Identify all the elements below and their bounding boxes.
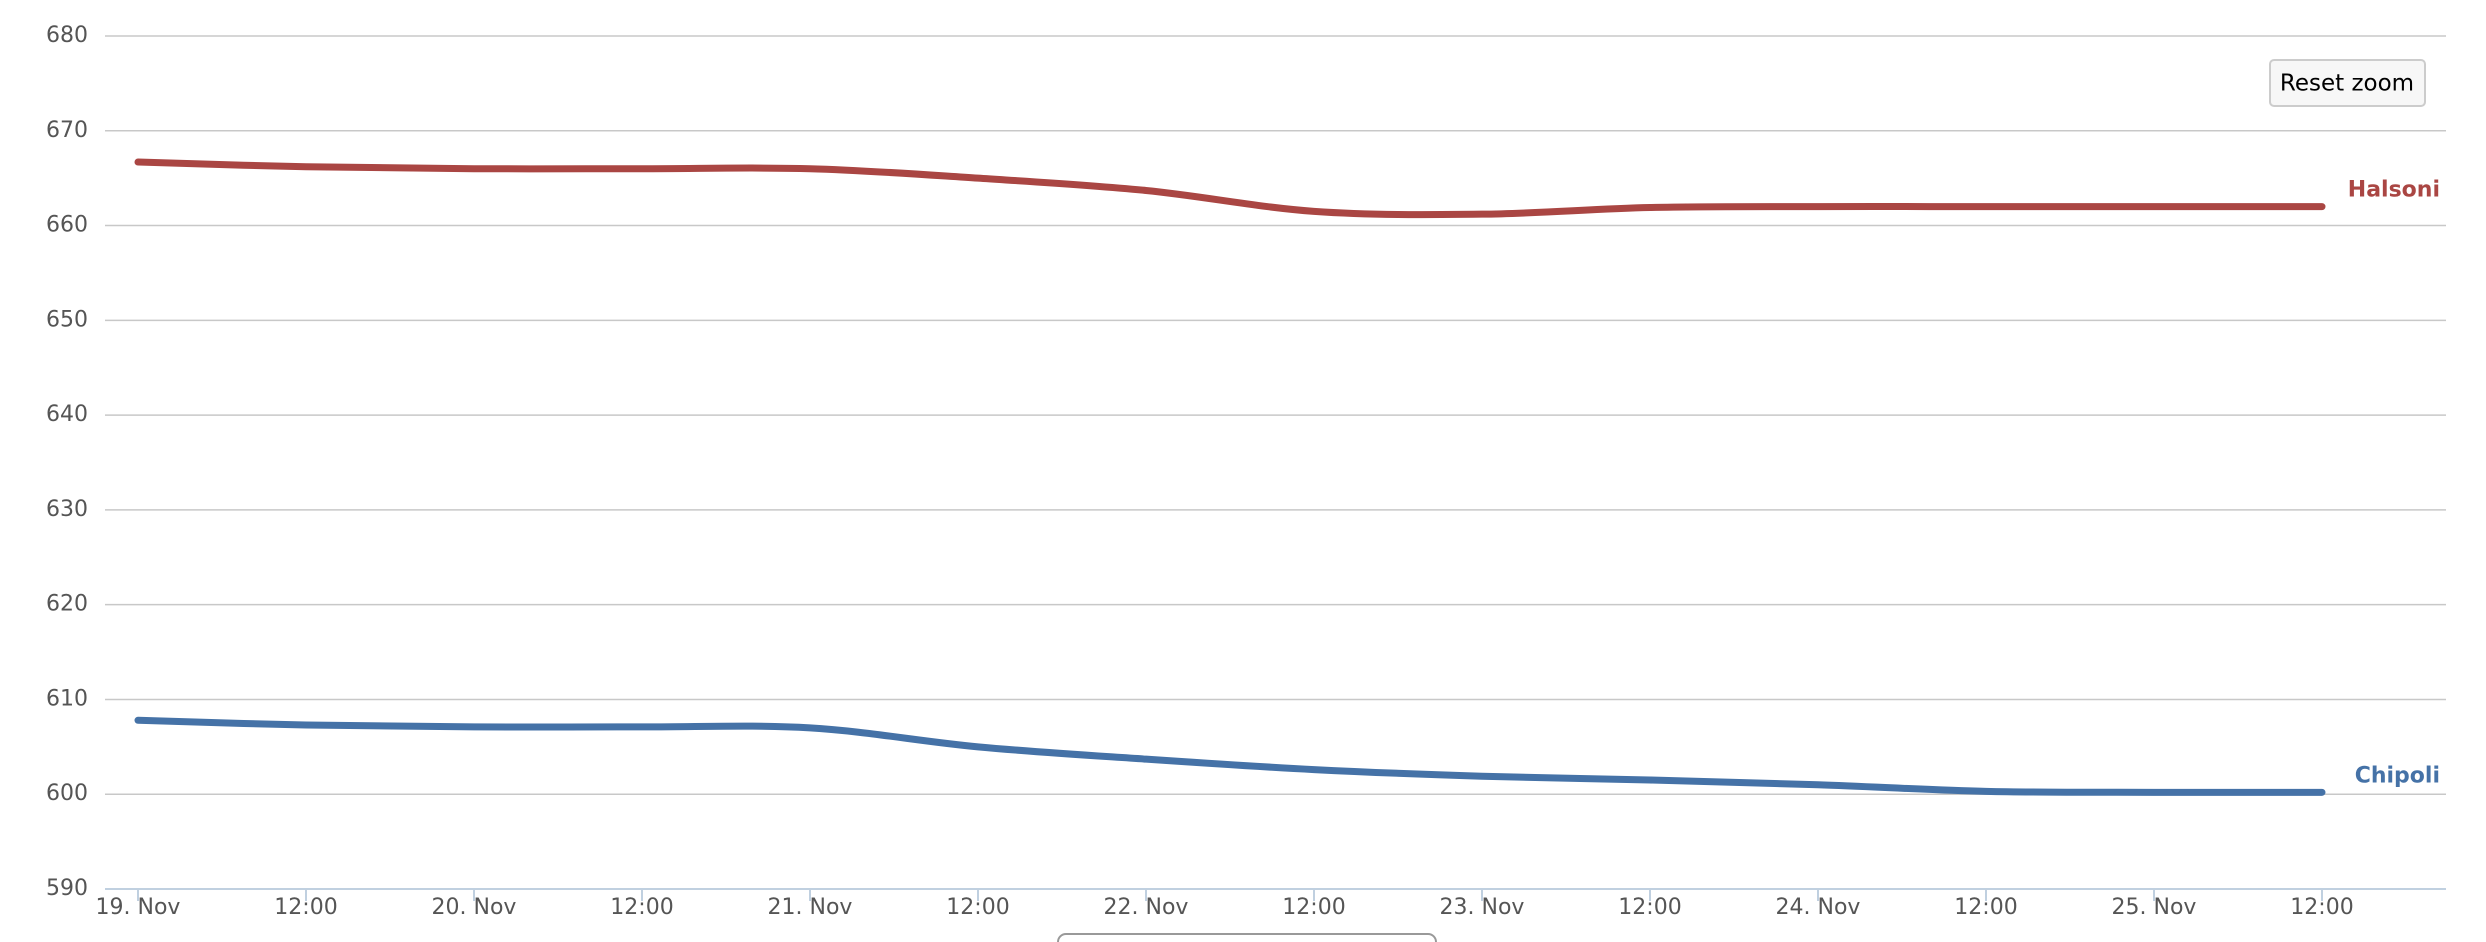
series-line — [134, 716, 2326, 796]
x-tick-label: 12:00 — [1282, 895, 1345, 920]
x-tick-label: 24. Nov — [1776, 895, 1861, 920]
y-tick-label: 590 — [46, 876, 88, 901]
y-tick-label: 630 — [46, 497, 88, 522]
x-tick-label: 20. Nov — [432, 895, 517, 920]
series-line — [134, 158, 2326, 219]
x-tick-label: 12:00 — [1618, 895, 1681, 920]
x-tick-label: 12:00 — [274, 895, 337, 920]
y-tick-label: 650 — [46, 307, 88, 332]
y-tick-label: 610 — [46, 686, 88, 711]
x-tick-label: 19. Nov — [96, 895, 181, 920]
x-tick-label: 12:00 — [1954, 895, 2017, 920]
y-tick-label: 600 — [46, 781, 88, 806]
navigator-handle[interactable] — [1057, 933, 1437, 942]
y-tick-label: 680 — [46, 23, 88, 48]
y-tick-label: 620 — [46, 592, 88, 617]
plot: 590 600 610 620 630 640 650 660 670 680 19. Nov 12:… — [46, 23, 2446, 920]
series-label: Halsoni — [2348, 178, 2440, 203]
y-tick-label: 640 — [46, 402, 88, 427]
x-tick-label: 25. Nov — [2112, 895, 2197, 920]
x-tick-label: 12:00 — [2290, 895, 2353, 920]
button-box[interactable] — [2269, 59, 2426, 107]
series-label: Chipoli — [2355, 763, 2440, 788]
y-tick-label: 670 — [46, 118, 88, 143]
button-label[interactable]: Reset zoom — [2280, 71, 2414, 97]
x-tick-label: 21. Nov — [768, 895, 853, 920]
y-tick-label: 660 — [46, 213, 88, 238]
x-tick-label: 12:00 — [946, 895, 1009, 920]
x-tick-label: 12:00 — [610, 895, 673, 920]
x-tick-label: 23. Nov — [1440, 895, 1525, 920]
x-tick-label: 22. Nov — [1104, 895, 1189, 920]
reset-zoom-button[interactable]: Reset zoom — [2269, 59, 2426, 107]
